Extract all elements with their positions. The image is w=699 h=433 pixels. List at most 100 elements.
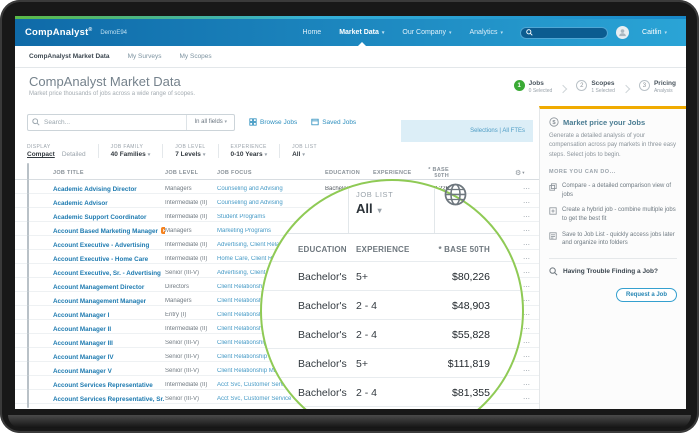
step-scopes[interactable]: 2 Scopes 1 Selected [576, 80, 615, 94]
job-title-link[interactable]: Account Based Marketing Manager [53, 228, 158, 235]
save-to-job-list-item: Save to Job List - quickly access jobs l… [549, 231, 677, 248]
job-level-cell: Managers [165, 298, 192, 304]
job-title-link[interactable]: Account Services Representative [53, 381, 153, 389]
job-focus-link[interactable]: Client Relationship Manage [217, 284, 291, 290]
job-focus-link[interactable]: Counseling and Advising [217, 200, 283, 206]
row-checkbox[interactable] [27, 221, 29, 240]
subnav-my-scopes[interactable]: My Scopes [179, 53, 212, 60]
avatar[interactable] [616, 26, 630, 39]
row-actions-button[interactable]: ⋯ [523, 382, 531, 389]
job-focus-link[interactable]: Client Relationship Management [217, 340, 304, 346]
job-focus-link[interactable]: Advertising, Client Relations [217, 242, 293, 248]
nav-item-analytics[interactable]: Analytics ▾ [469, 29, 504, 36]
select-all-checkbox[interactable] [27, 163, 29, 182]
subnav-market-data[interactable]: CompAnalyst Market Data [29, 53, 110, 60]
step-pricing[interactable]: 3 Pricing Analysis [638, 80, 676, 94]
job-title-link[interactable]: Account Manager I [53, 311, 110, 319]
row-checkbox[interactable] [27, 375, 29, 394]
row-checkbox[interactable] [27, 263, 29, 282]
row-checkbox[interactable] [27, 319, 29, 338]
row-checkbox[interactable] [27, 235, 29, 254]
browse-jobs-button[interactable]: Browse Jobs [249, 118, 297, 126]
job-level-dropdown[interactable]: 7 Levels ▾ [175, 151, 206, 158]
job-title-link[interactable]: Account Manager II [53, 325, 112, 333]
row-actions-button[interactable]: ⋯ [523, 368, 531, 375]
trouble-finding-job-link[interactable]: Having Trouble Finding a Job? [549, 267, 677, 276]
row-actions-button[interactable]: ⋯ [523, 396, 531, 403]
search-input[interactable] [40, 118, 187, 126]
job-focus-link[interactable]: Student Programs [217, 214, 266, 220]
nav-item-market-data[interactable]: Market Data ▾ [330, 19, 393, 46]
row-actions-button[interactable]: ⋯ [523, 298, 531, 305]
nav-item-our-company[interactable]: Our Company ▾ [402, 29, 452, 36]
display-compact-option[interactable]: Compact [27, 151, 55, 158]
row-actions-button[interactable]: ⋯ [523, 354, 531, 361]
row-checkbox[interactable] [27, 207, 29, 226]
job-focus-link[interactable]: Marketing Programs [217, 228, 272, 234]
row-checkbox[interactable] [27, 305, 29, 324]
row-actions-button[interactable]: ⋯ [523, 284, 531, 291]
row-actions-button[interactable]: ⋯ [523, 214, 531, 221]
row-actions-button[interactable]: ⋯ [523, 270, 531, 277]
job-title-link[interactable]: Account Executive, Sr. - Advertising [53, 269, 161, 277]
app-logo[interactable]: CompAnalyst® [25, 26, 93, 39]
row-actions-button[interactable]: ⋯ [523, 242, 531, 249]
globe-icon[interactable] [443, 182, 468, 212]
job-title-link[interactable]: Account Executive - Home Care [53, 255, 149, 263]
job-title-link[interactable]: Account Management Manager [53, 297, 147, 305]
row-actions-button[interactable]: ⋯ [523, 312, 531, 319]
job-level-cell: Directors [165, 284, 190, 290]
job-focus-link[interactable]: Client Relationship Management [217, 368, 304, 374]
row-actions-button[interactable]: ⋯ [523, 326, 531, 333]
row-checkbox[interactable] [27, 361, 29, 380]
job-focus-link[interactable]: Client Relationship Management [217, 354, 304, 360]
selection-summary-band: Selections | All FTEs [401, 120, 533, 142]
saved-jobs-button[interactable]: Saved Jobs [311, 118, 356, 126]
row-checkbox[interactable] [27, 291, 29, 310]
row-actions-button[interactable]: ⋯ [523, 256, 531, 263]
job-title-link[interactable]: Account Executive - Advertising [53, 241, 150, 249]
job-list-dropdown[interactable]: All ▾ [356, 201, 382, 216]
job-title-link[interactable]: Academic Advisor [53, 199, 108, 207]
job-focus-link[interactable]: Client Relationship Manageme [217, 298, 299, 304]
nav-item-home[interactable]: Home [302, 29, 322, 36]
job-title-link[interactable]: Account Manager IV [53, 353, 114, 361]
row-checkbox[interactable] [27, 193, 29, 212]
job-list-dropdown[interactable]: All ▾ [292, 151, 305, 158]
row-actions-button[interactable]: ⋯ [523, 200, 531, 207]
row-checkbox[interactable] [27, 277, 29, 296]
job-title-link[interactable]: Account Manager V [53, 367, 112, 375]
column-settings-button[interactable]: ⚙ ▾ [515, 169, 539, 177]
row-checkbox[interactable] [27, 333, 29, 352]
job-title-link[interactable]: Account Manager III [53, 339, 113, 347]
user-menu[interactable]: Caitlin ▾ [642, 29, 667, 36]
job-title-link[interactable]: Academic Support Coordinator [53, 213, 147, 221]
row-checkbox[interactable] [27, 179, 29, 198]
row-actions-button[interactable]: ⋯ [523, 228, 531, 235]
divider [262, 377, 522, 378]
search-field-dropdown[interactable]: In all fields ▾ [186, 114, 234, 130]
row-actions-button[interactable]: ⋯ [523, 340, 531, 347]
job-focus-link[interactable]: Acct Svc, Customer Service [217, 382, 292, 388]
step-jobs[interactable]: 1 Jobs 0 Selected [513, 80, 552, 94]
job-title-link[interactable]: Account Management Director [53, 283, 145, 291]
job-focus-link[interactable]: Home Care, Client Relations [217, 256, 294, 262]
job-title-link[interactable]: Academic Advising Director [53, 185, 137, 193]
row-checkbox[interactable] [27, 249, 29, 268]
row-actions-button[interactable]: ⋯ [523, 186, 531, 193]
display-detailed-option[interactable]: Detailed [61, 151, 86, 158]
job-focus-link[interactable]: Advertising, Client Relations [217, 270, 293, 276]
job-focus-link[interactable]: Counseling and Advising [217, 186, 283, 192]
job-title-link[interactable]: Account Services Representative, Sr. [53, 395, 165, 403]
row-checkbox[interactable] [27, 389, 29, 408]
lens-row: Bachelor's 2 - 4 $81,355 [298, 386, 490, 399]
job-family-dropdown[interactable]: 40 Families ▾ [110, 151, 151, 158]
experience-dropdown[interactable]: 0-10 Years ▾ [230, 151, 268, 158]
browse-jobs-icon [249, 118, 257, 126]
subnav-my-surveys[interactable]: My Surveys [127, 53, 162, 60]
request-a-job-button[interactable]: Request a Job [615, 288, 677, 303]
row-checkbox[interactable] [27, 347, 29, 366]
global-search-input[interactable] [520, 26, 609, 39]
compare-item: Compare - a detailed comparison view of … [549, 182, 677, 199]
job-focus-link[interactable]: Acct Svc, Customer Service [217, 396, 292, 402]
